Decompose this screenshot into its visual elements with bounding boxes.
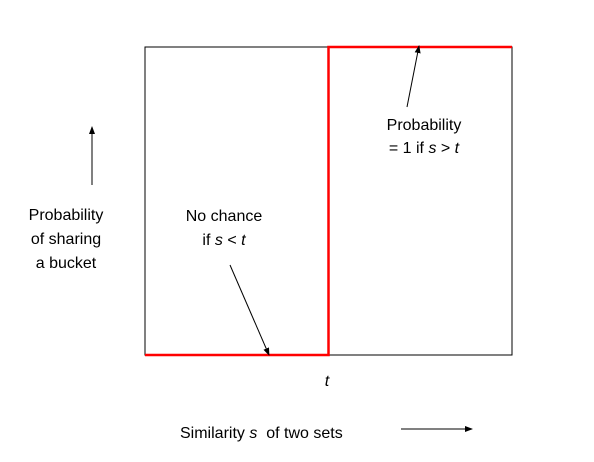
y-axis-label-line-2: of sharing bbox=[31, 231, 101, 248]
step-function-line bbox=[145, 45, 512, 357]
annotation-high-line-2: = 1 if s > t bbox=[389, 140, 460, 157]
x-axis-label: Similarity s of two sets bbox=[180, 425, 343, 442]
threshold-t-label: t bbox=[325, 373, 330, 390]
annotation-low-line-2: if s < t bbox=[202, 232, 246, 249]
y-axis-label-line-1: Probability bbox=[29, 207, 104, 224]
annotation-low-arrow bbox=[229, 264, 270, 356]
annotation-low-line-1: No chance bbox=[186, 208, 263, 225]
annotation-high-line-1: Probability bbox=[387, 117, 462, 134]
y-axis-label-line-3: a bucket bbox=[36, 255, 97, 272]
annotation-high-arrow bbox=[406, 45, 421, 108]
